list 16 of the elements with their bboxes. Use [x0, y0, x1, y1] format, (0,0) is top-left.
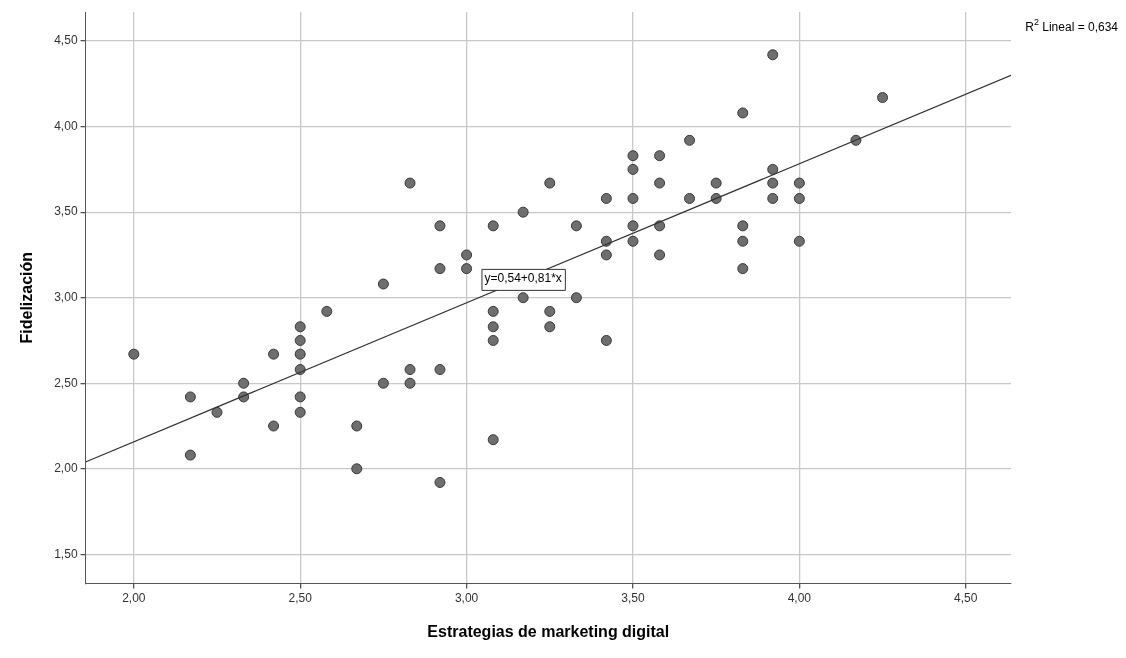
y-tick-label: 2,00	[54, 461, 78, 476]
annotation: y=0,54+0,81*x	[484, 271, 562, 286]
x-tick-label: 4,50	[954, 590, 978, 605]
y-tick-label: 3,00	[54, 290, 78, 305]
x-tick-label: 4,00	[787, 590, 812, 605]
y-tick-label: 1,50	[54, 546, 78, 561]
y-tick-label: 2,50	[54, 375, 78, 390]
x-tick-label: 3,50	[621, 590, 645, 605]
y-tick-label: 4,50	[54, 33, 78, 48]
y-tick-label: 4,00	[54, 118, 78, 133]
y-axis-title: Fidelización	[18, 251, 36, 344]
x-tick-label: 3,00	[454, 590, 479, 605]
x-tick-label: 2,50	[288, 590, 313, 605]
x-axis-title: Estrategias de marketing digital	[427, 622, 670, 640]
x-tick-label: 2,00	[122, 590, 146, 605]
y-tick-label: 3,50	[54, 204, 78, 219]
